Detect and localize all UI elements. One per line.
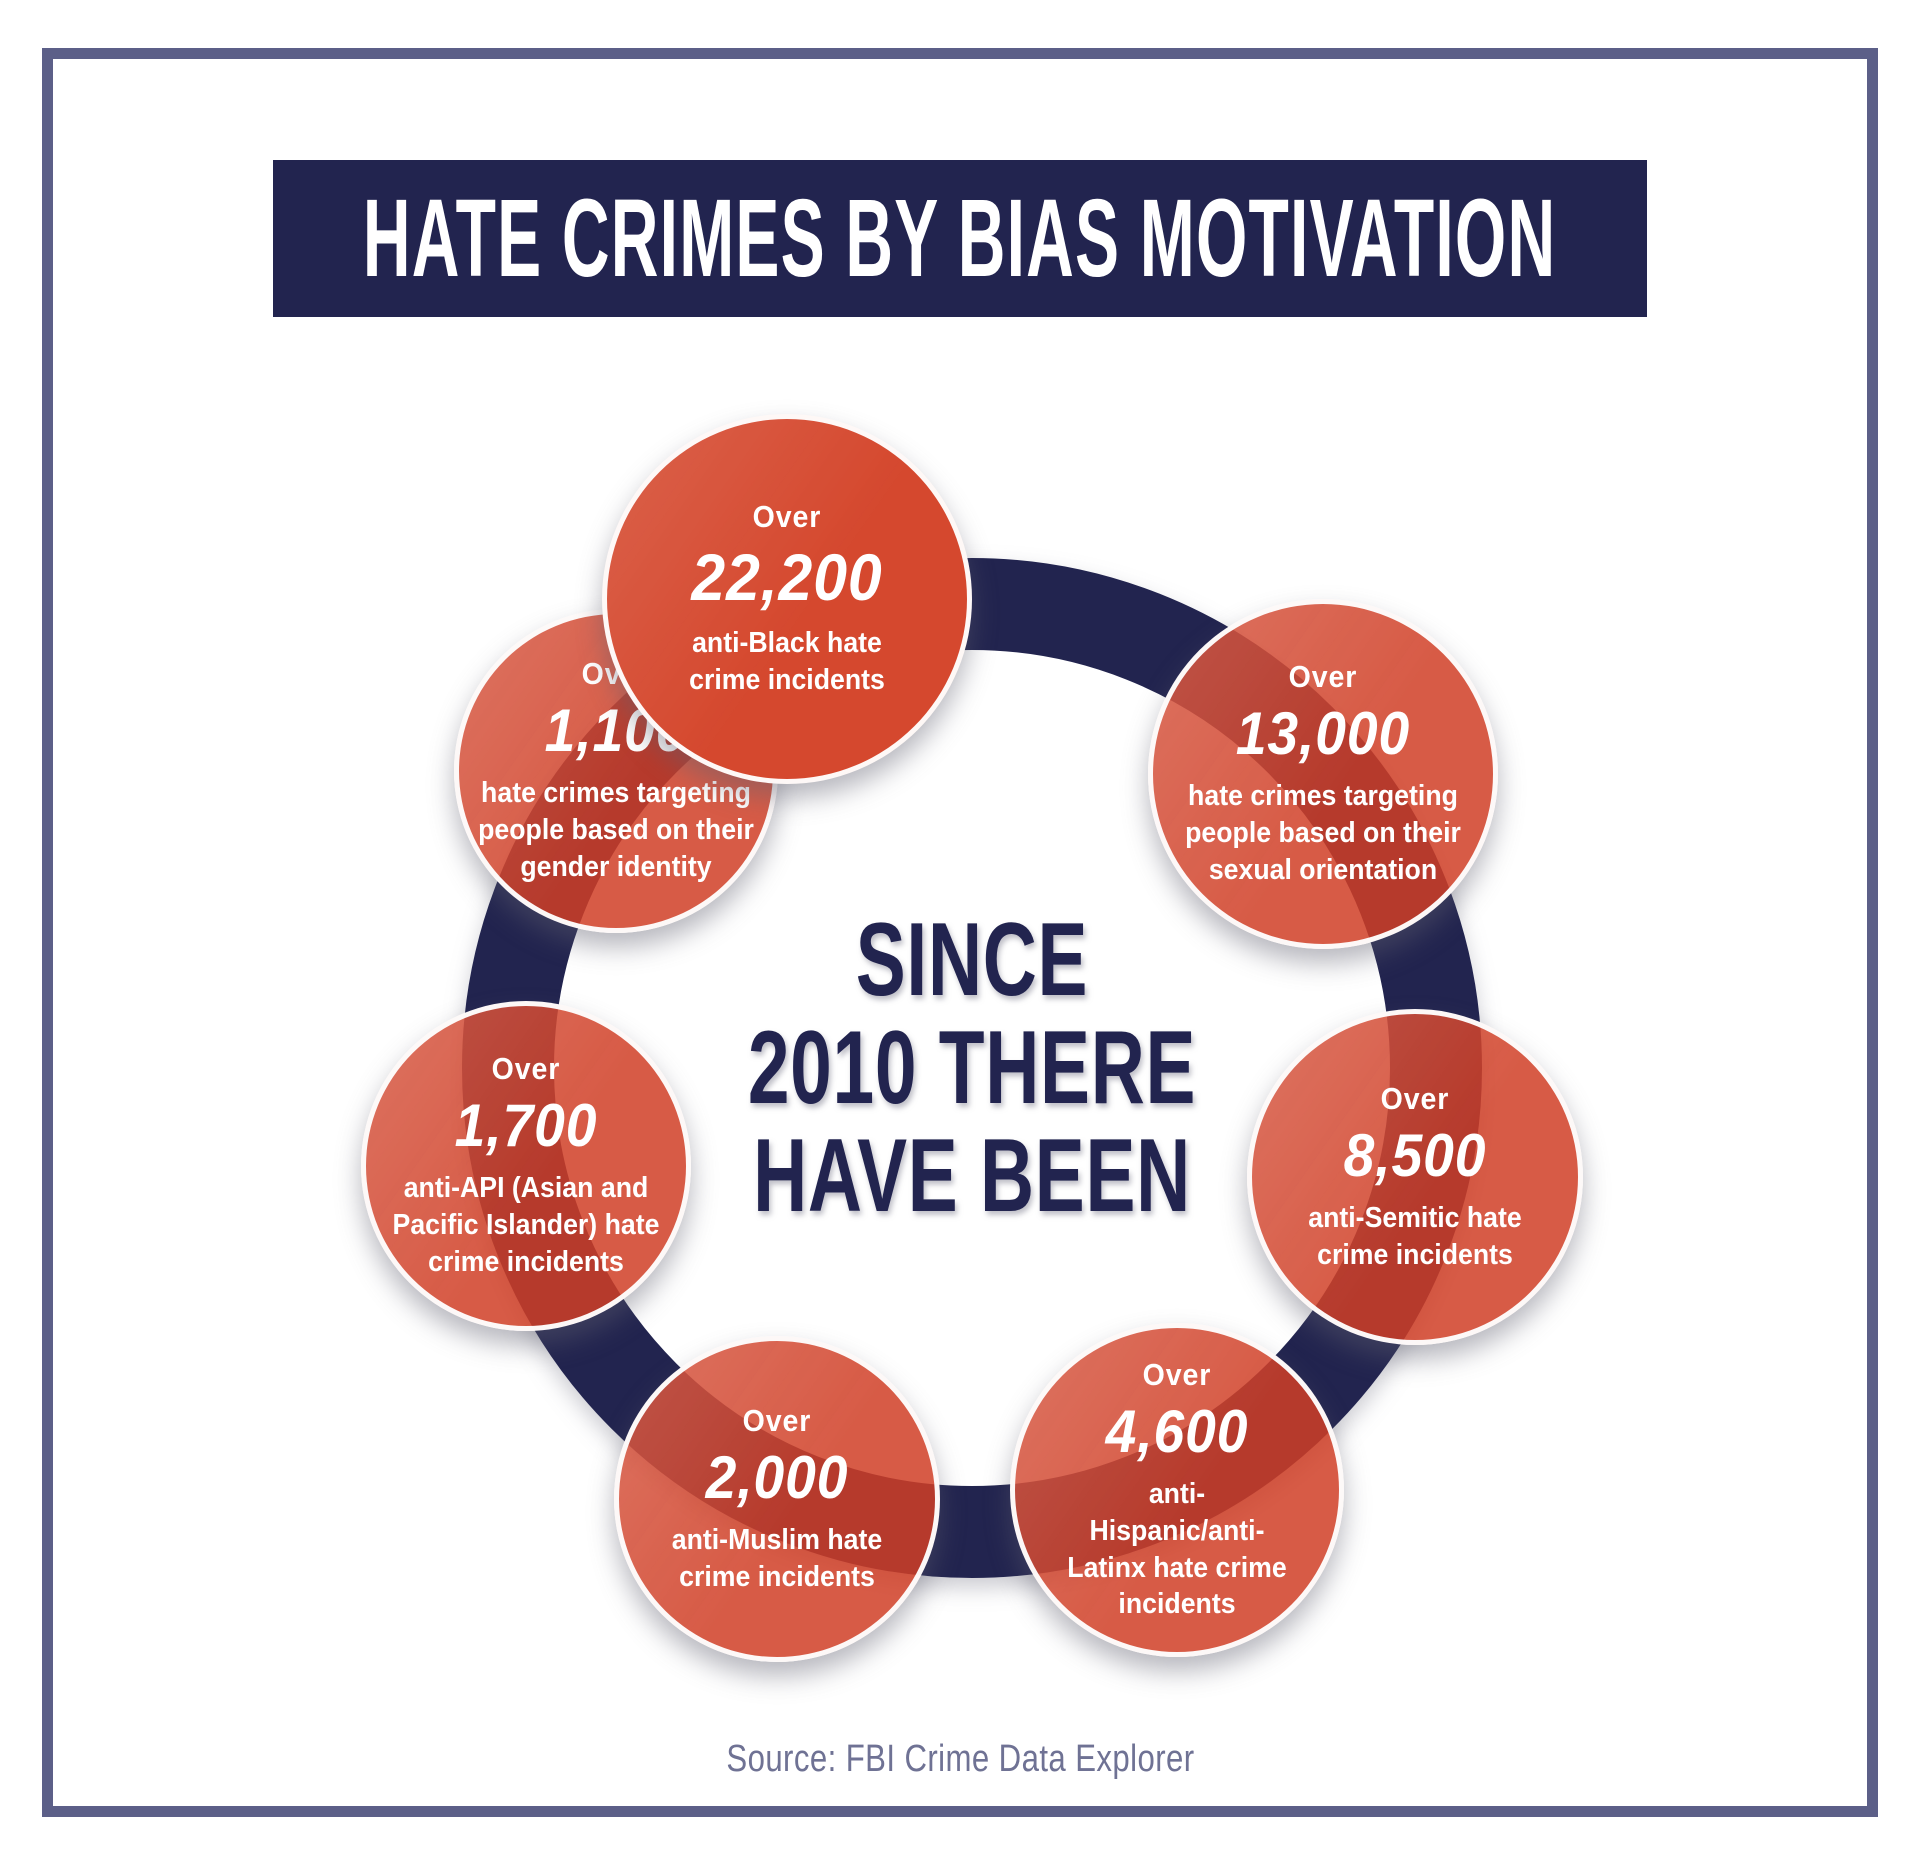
stat-description: anti-Semitic hate crime incidents [1308,1201,1522,1271]
stat-description: anti-API (Asian and Pacific Islander) ha… [392,1172,660,1278]
stat-description: anti-Muslim hate crime incidents [671,1523,883,1593]
stat-bubble-anti-hispanic-latinx: Over 4,600 anti-Hispanic/anti-Latinx hat… [1010,1323,1344,1657]
stat-description: hate crimes targeting people based on th… [478,777,754,883]
stat-value: 13,000 [1235,700,1411,768]
stat-value: 4,600 [1105,1397,1249,1465]
stat-bubble-anti-black: Over 22,200 anti-Black hate crime incide… [602,414,972,784]
stat-content: Over 4,600 anti-Hispanic/anti-Latinx hat… [1064,1357,1290,1623]
source-attribution: Source: FBI Crime Data Explorer [0,1738,1920,1781]
stat-qualifier: Over [1380,1080,1450,1116]
stat-bubble-sexual-orientation: Over 13,000 hate crimes targeting people… [1148,599,1498,949]
page-border-frame [42,48,1878,1817]
stat-content: Over 8,500 anti-Semitic hate crime incid… [1294,1081,1535,1274]
stat-content: Over 2,000 anti-Muslim hate crime incide… [666,1403,889,1596]
stat-description: anti-Hispanic/anti-Latinx hate crime inc… [1067,1477,1287,1621]
stat-description: hate crimes targeting people based on th… [1185,780,1461,886]
infographic-title: HATE CRIMES BY BIAS MOTIVATION [363,176,1557,300]
stat-value: 1,700 [454,1092,598,1160]
stat-qualifier: Over [742,1402,812,1438]
center-line-2: 2010 THERE [747,1009,1197,1126]
stat-value: 8,500 [1343,1121,1487,1189]
stat-bubble-anti-api: Over 1,700 anti-API (Asian and Pacific I… [361,1001,691,1331]
center-line-3: HAVE BEEN [753,1118,1191,1235]
stat-qualifier: Over [491,1051,561,1087]
stat-qualifier: Over [1288,659,1358,695]
stat-description: anti-Black hate crime incidents [689,627,885,696]
center-line-1: SINCE [855,901,1089,1018]
stat-bubble-anti-semitic: Over 8,500 anti-Semitic hate crime incid… [1247,1009,1583,1345]
stat-qualifier: Over [1142,1356,1212,1392]
center-statement-text: SINCE 2010 THERE HAVE BEEN [747,901,1197,1235]
stat-qualifier: Over [752,499,822,535]
title-banner: HATE CRIMES BY BIAS MOTIVATION [273,160,1647,317]
stat-content: Over 22,200 anti-Black hate crime incide… [671,499,903,699]
stat-value: 22,200 [691,540,883,615]
stat-value: 2,000 [705,1443,849,1511]
stat-content: Over 13,000 hate crimes targeting people… [1182,659,1464,888]
stat-content: Over 1,700 anti-API (Asian and Pacific I… [385,1051,667,1280]
source-attribution-text: Source: FBI Crime Data Explorer [725,1738,1195,1780]
center-statement: SINCE 2010 THERE HAVE BEEN [661,901,1284,1235]
stat-bubble-anti-muslim: Over 2,000 anti-Muslim hate crime incide… [614,1336,940,1662]
